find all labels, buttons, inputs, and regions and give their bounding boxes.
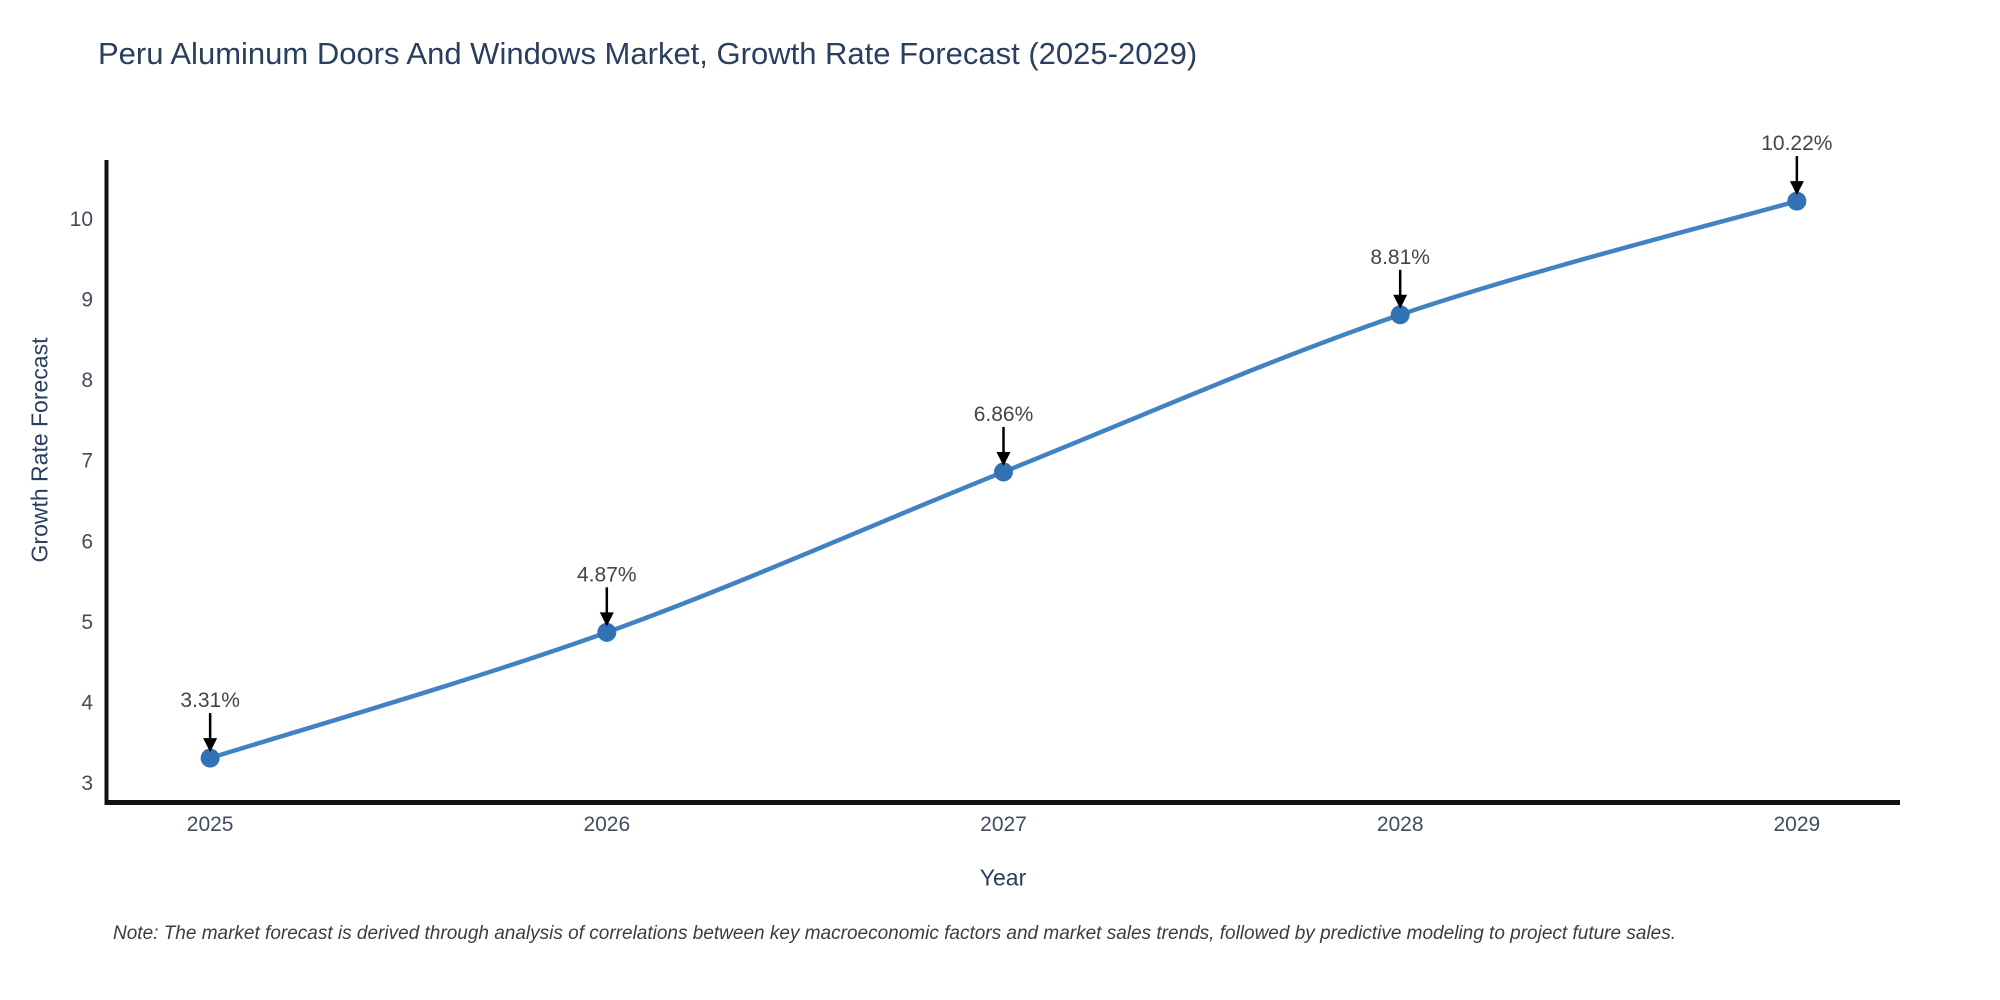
y-tick-label: 9 [81, 288, 93, 311]
y-tick-label: 3 [81, 772, 93, 795]
data-point-marker [200, 748, 220, 768]
data-point-marker [1787, 191, 1807, 211]
annotation-arrow-head [1393, 294, 1408, 309]
data-point-label: 6.86% [974, 403, 1034, 426]
annotation-arrow-head [203, 738, 218, 753]
data-point-marker [994, 462, 1013, 482]
data-point-marker [1390, 305, 1410, 325]
y-tick-label: 5 [81, 611, 93, 634]
chart-title: Peru Aluminum Doors And Windows Market, … [98, 36, 1198, 71]
annotation-arrow-head [996, 451, 1011, 466]
x-tick-label: 2029 [1774, 813, 1821, 836]
footnote: Note: The market forecast is derived thr… [113, 923, 1676, 944]
y-tick-label: 8 [81, 369, 93, 392]
data-point-label: 10.22% [1761, 132, 1832, 155]
x-tick-label: 2027 [980, 813, 1027, 836]
y-tick-label: 6 [81, 530, 93, 553]
x-tick-label: 2028 [1377, 813, 1424, 836]
y-tick-label: 7 [81, 450, 93, 473]
annotation-arrow-head [1789, 181, 1804, 196]
y-tick-label: 10 [70, 208, 93, 231]
x-tick-label: 2025 [187, 813, 234, 836]
x-axis-title: Year [979, 864, 1027, 891]
annotation-arrow-head [599, 612, 614, 627]
x-tick-label: 2026 [583, 813, 630, 836]
data-point-label: 3.31% [180, 689, 240, 712]
y-tick-label: 4 [81, 691, 93, 714]
data-point-marker [597, 622, 617, 642]
data-point-label: 8.81% [1370, 246, 1430, 269]
data-point-label: 4.87% [577, 563, 637, 586]
